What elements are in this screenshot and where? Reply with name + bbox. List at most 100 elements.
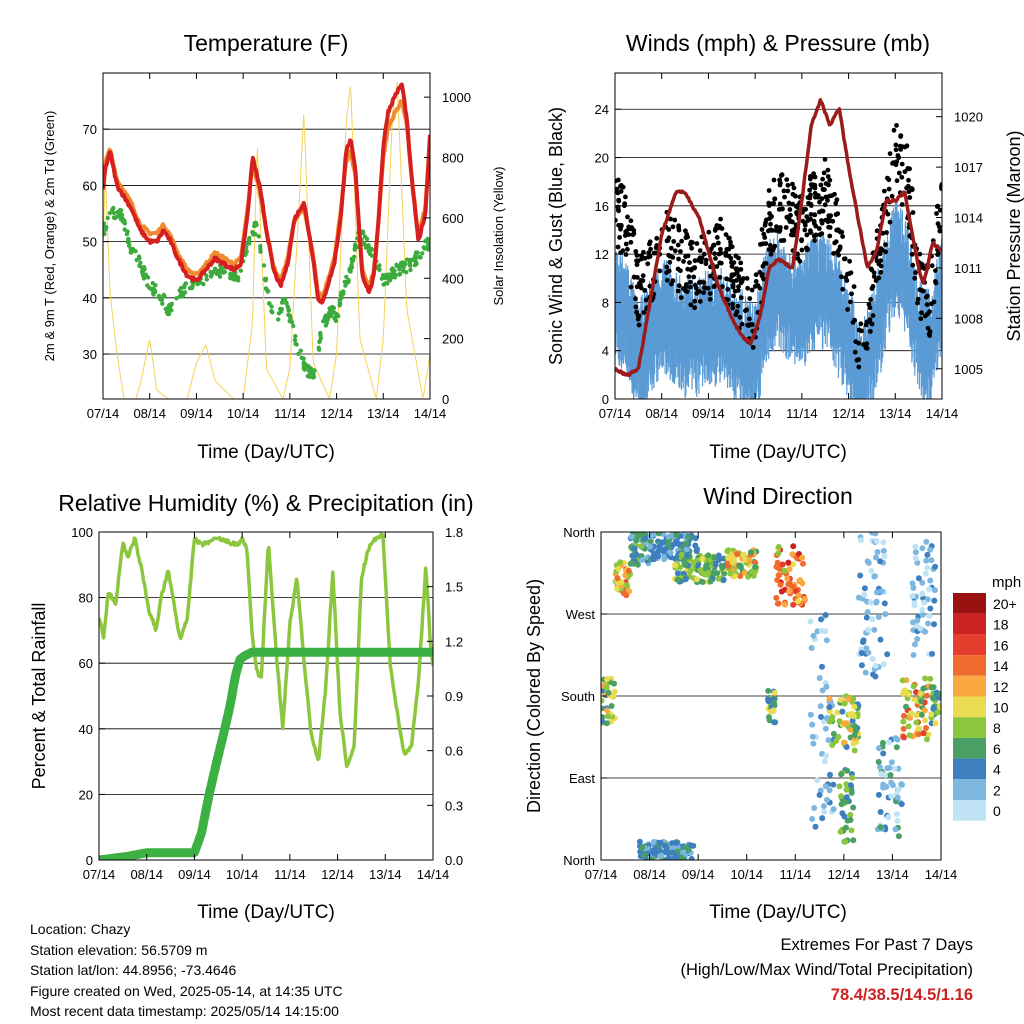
- gust-point: [691, 274, 697, 280]
- direction-point: [932, 563, 939, 570]
- direction-point: [862, 669, 869, 676]
- gust-point: [628, 284, 634, 290]
- dewpoint-point: [296, 351, 301, 356]
- direction-point: [682, 576, 689, 583]
- gust-point: [638, 285, 644, 291]
- dewpoint-point: [366, 243, 371, 248]
- dewpoint-point: [294, 342, 299, 347]
- gust-point: [852, 349, 858, 355]
- x-tick-label: 14/14: [925, 867, 958, 882]
- gust-point: [868, 329, 873, 334]
- dewpoint-point: [134, 257, 139, 263]
- direction-point: [878, 770, 885, 777]
- gust-point: [882, 188, 887, 194]
- dewpoint-point: [122, 227, 127, 232]
- dewpoint-point: [178, 285, 184, 291]
- direction-point: [827, 771, 833, 778]
- direction-point: [825, 737, 832, 744]
- dewpoint-point: [349, 256, 354, 262]
- gust-point: [825, 198, 830, 203]
- direction-point: [650, 838, 657, 845]
- direction-point: [835, 734, 842, 740]
- x-tick-label: 14/14: [417, 867, 450, 882]
- x-tick-label: 07/14: [585, 867, 618, 882]
- gust-point: [618, 189, 624, 194]
- gust-point: [774, 224, 779, 230]
- gust-point: [813, 223, 819, 229]
- gust-point: [697, 248, 703, 254]
- direction-point: [894, 817, 901, 824]
- direction-point: [603, 720, 610, 727]
- gust-point: [738, 295, 744, 301]
- direction-point: [917, 690, 924, 697]
- x-tick-label: 10/14: [227, 406, 260, 421]
- gust-point: [692, 305, 697, 311]
- direction-point: [880, 539, 887, 546]
- gust-point: [817, 199, 822, 205]
- direction-point: [865, 626, 872, 633]
- gust-point: [750, 345, 756, 350]
- gust-point: [835, 211, 841, 217]
- gust-point: [878, 246, 884, 252]
- legend-swatch: [953, 696, 986, 718]
- gust-point: [731, 293, 736, 299]
- direction-point: [614, 575, 621, 582]
- direction-point: [634, 532, 641, 538]
- gust-point: [708, 273, 713, 279]
- dewpoint-point: [258, 244, 263, 249]
- direction-point: [752, 564, 759, 571]
- direction-point: [884, 651, 891, 658]
- gust-point: [732, 288, 738, 294]
- direction-point: [928, 557, 935, 564]
- gust-point: [631, 231, 637, 236]
- gust-point: [873, 278, 879, 283]
- direction-point: [932, 720, 939, 727]
- gust-point: [767, 243, 773, 248]
- gust-point: [924, 302, 930, 307]
- dewpoint-point: [216, 271, 221, 277]
- gust-point: [723, 232, 729, 238]
- gust-point: [664, 277, 670, 283]
- gust-point: [784, 177, 790, 183]
- y-tick-label: 0: [602, 392, 609, 407]
- direction-point: [669, 849, 676, 856]
- gust-point: [819, 218, 824, 224]
- direction-point: [657, 839, 664, 846]
- direction-point: [797, 577, 804, 584]
- gust-point: [685, 253, 691, 259]
- gust-point: [790, 181, 795, 187]
- gust-point: [747, 296, 753, 301]
- dewpoint-point: [317, 339, 322, 345]
- direction-point: [642, 535, 649, 542]
- dewpoint-point: [161, 292, 166, 298]
- direction-point: [876, 745, 882, 752]
- y-tick-label: East: [569, 771, 595, 786]
- direction-point: [680, 849, 687, 856]
- y2-tick-label: 1000: [442, 90, 471, 105]
- gust-point: [817, 209, 822, 215]
- direction-point: [650, 551, 657, 558]
- y-tick-label: 60: [83, 178, 97, 193]
- dewpoint-point: [338, 292, 343, 298]
- direction-point: [799, 554, 806, 561]
- direction-point: [633, 551, 640, 558]
- gust-point: [618, 223, 624, 229]
- direction-point: [812, 823, 819, 830]
- dewpoint-point: [422, 246, 427, 251]
- direction-point: [657, 853, 664, 860]
- direction-point: [641, 852, 648, 858]
- gust-point: [797, 258, 803, 264]
- dewpoint-point: [322, 315, 327, 321]
- legend-label: 14: [993, 658, 1009, 674]
- gust-point: [749, 287, 755, 293]
- gust-point: [615, 244, 621, 250]
- direction-point: [659, 539, 666, 546]
- direction-point: [843, 794, 850, 801]
- gust-point: [757, 269, 763, 275]
- gust-point: [628, 218, 634, 224]
- extremes-title: Extremes For Past 7 Days: [780, 936, 973, 954]
- gust-point: [667, 259, 673, 265]
- gust-point: [869, 267, 875, 273]
- direction-point: [869, 616, 876, 623]
- direction-point: [711, 554, 718, 561]
